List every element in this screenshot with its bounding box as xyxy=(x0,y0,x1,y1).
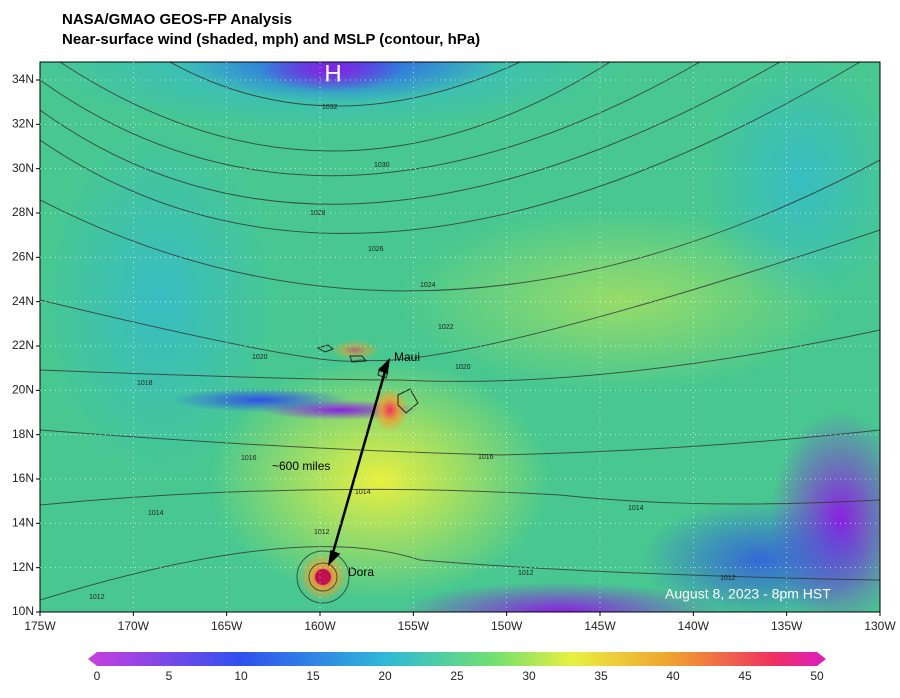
map-frame xyxy=(39,61,881,613)
contour-label: 1020 xyxy=(455,364,471,371)
colorbar-tick-label: 5 xyxy=(166,669,173,683)
contour-label: 1032 xyxy=(322,104,338,111)
lon-label: 150W xyxy=(491,619,523,633)
contour-label: 1018 xyxy=(137,380,153,387)
colorbar-tick-label: 40 xyxy=(666,669,680,683)
colorbar xyxy=(97,652,817,666)
colorbar-tick-label: 20 xyxy=(378,669,392,683)
colorbar-tick-label: 0 xyxy=(94,669,101,683)
arrow-heads xyxy=(327,357,391,567)
lat-label: 10N xyxy=(12,604,34,618)
contour-label: 1014 xyxy=(148,510,164,517)
colorbar-tick-label: 10 xyxy=(234,669,248,683)
lon-label: 130W xyxy=(864,619,896,633)
lon-label: 175W xyxy=(24,619,56,633)
colorbar-tick-label: 30 xyxy=(522,669,536,683)
lat-label: 28N xyxy=(12,205,34,219)
lat-label: 24N xyxy=(12,294,34,308)
wind-field xyxy=(40,62,880,612)
contour-label: 1016 xyxy=(478,454,494,461)
lon-label: 140W xyxy=(678,619,710,633)
contour-label: 1028 xyxy=(310,210,326,217)
colorbar-tick-label: 15 xyxy=(306,669,320,683)
lat-label: 14N xyxy=(12,516,34,530)
lat-label: 22N xyxy=(12,338,34,352)
lon-label: 170W xyxy=(118,619,150,633)
contour-label: 1016 xyxy=(241,455,257,462)
colorbar-min-arrow xyxy=(88,652,97,666)
contour-label: 1014 xyxy=(355,489,371,496)
lon-label: 160W xyxy=(304,619,336,633)
contour-label: 1030 xyxy=(374,162,390,169)
lon-label: 145W xyxy=(584,619,616,633)
lat-label: 12N xyxy=(12,560,34,574)
distance-arrow xyxy=(330,367,388,557)
contour-label: 1020 xyxy=(252,354,268,361)
contour-label: 1012 xyxy=(89,594,105,601)
colorbar-tick-label: 25 xyxy=(450,669,464,683)
contour-label: 1024 xyxy=(420,282,436,289)
maui-label: Maui xyxy=(394,350,420,364)
lat-label: 18N xyxy=(12,427,34,441)
colorbar-tick-label: 50 xyxy=(810,669,824,683)
lat-label: 34N xyxy=(12,72,34,86)
contour-label: 1026 xyxy=(368,246,384,253)
lat-label: 26N xyxy=(12,250,34,264)
distance-label: ~600 miles xyxy=(272,459,330,473)
lon-label: 165W xyxy=(211,619,243,633)
dora-label: Dora xyxy=(348,565,374,579)
high-pressure-label: H xyxy=(324,60,341,87)
subtitle: Near-surface wind (shaded, mph) and MSLP… xyxy=(62,31,480,48)
contour-label: 1022 xyxy=(438,324,454,331)
lon-label: 155W xyxy=(398,619,430,633)
lat-label: 30N xyxy=(12,161,34,175)
colorbar-max-arrow xyxy=(817,652,826,666)
colorbar-tick-label: 45 xyxy=(738,669,752,683)
lon-label: 135W xyxy=(771,619,803,633)
timestamp: August 8, 2023 - 8pm HST xyxy=(665,586,831,602)
lat-label: 16N xyxy=(12,471,34,485)
title: NASA/GMAO GEOS-FP Analysis xyxy=(62,11,292,28)
contour-label: 1012 xyxy=(314,529,330,536)
contour-label: 1012 xyxy=(720,575,736,582)
colorbar-tick-label: 35 xyxy=(594,669,608,683)
lat-label: 20N xyxy=(12,383,34,397)
contour-label: 1014 xyxy=(628,505,644,512)
contour-label: 1012 xyxy=(518,570,534,577)
lat-label: 32N xyxy=(12,117,34,131)
